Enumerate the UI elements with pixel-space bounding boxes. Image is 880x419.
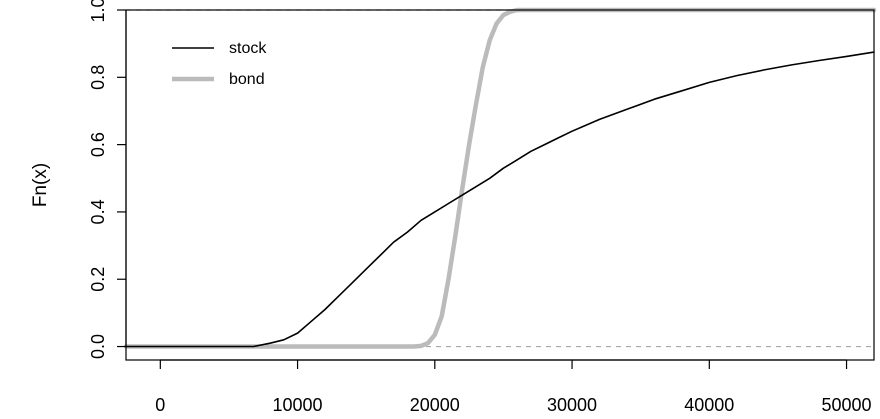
y-tick-label: 0.4: [88, 199, 108, 224]
x-tick-label: 30000: [547, 395, 597, 415]
y-axis-label: Fn(x): [30, 163, 51, 207]
x-tick-label: 10000: [273, 395, 323, 415]
y-tick-label: 0.0: [88, 334, 108, 359]
legend: stock bond: [172, 40, 267, 88]
y-tick-label: 0.6: [88, 132, 108, 157]
series-layer: [123, 7, 877, 349]
series-line-bond: [123, 7, 877, 349]
x-tick-label: 20000: [410, 395, 460, 415]
plot-frame: [125, 9, 875, 361]
y-tick-label: 1.0: [88, 0, 108, 23]
x-tick-label: 50000: [822, 395, 872, 415]
x-axis: 0 10000 20000 30000 40000 50000: [155, 359, 872, 415]
x-tick-label: 0: [155, 395, 165, 415]
legend-label-bond: bond: [229, 71, 265, 88]
x-tick-label: 40000: [684, 395, 734, 415]
legend-label-stock: stock: [229, 40, 267, 57]
y-axis: 0.0 0.2 0.4 0.6 0.8 1.0: [88, 0, 127, 359]
y-tick-label: 0.2: [88, 267, 108, 292]
reference-lines: [126, 9, 874, 348]
y-tick-label: 0.8: [88, 65, 108, 90]
series-line-stock: [125, 51, 875, 348]
